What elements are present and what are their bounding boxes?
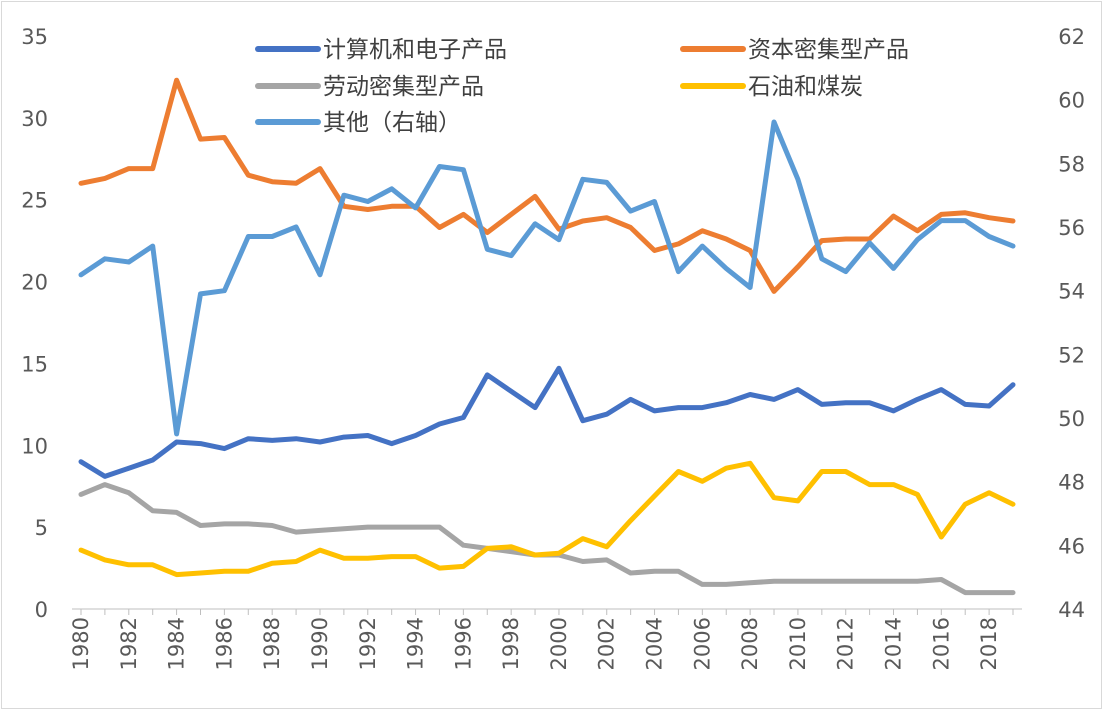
- x-tick-label: 1990: [308, 617, 332, 670]
- legend-item-computers: 计算机和电子产品: [255, 37, 507, 63]
- right-y-axis: 44 46 48 50 52 54 56 58 60 62: [1058, 25, 1085, 622]
- legend-item-oil-coal: 石油和煤炭: [680, 74, 863, 100]
- y-right-tick-label: 52: [1058, 343, 1085, 367]
- x-tick-label: 2012: [834, 617, 858, 670]
- x-tick-label: 2018: [977, 617, 1001, 670]
- x-tick-label: 2016: [929, 617, 953, 670]
- legend-label-oil-coal: 石油和煤炭: [748, 74, 863, 100]
- y-left-tick-label: 15: [21, 352, 48, 376]
- x-tick-label: 2010: [786, 617, 810, 670]
- y-right-tick-label: 62: [1058, 25, 1085, 49]
- y-right-tick-label: 48: [1058, 471, 1085, 495]
- x-axis: 1980 1982 1984 1986 1988 1990 1992 1994 1996 1998…: [69, 608, 1022, 670]
- x-tick-label: 2014: [882, 617, 906, 670]
- y-left-tick-label: 25: [21, 189, 48, 213]
- y-right-tick-label: 50: [1058, 407, 1085, 431]
- x-tick-label: 1988: [260, 617, 284, 670]
- x-tick-label: 2006: [690, 617, 714, 670]
- y-right-tick-label: 46: [1058, 534, 1085, 558]
- legend-label-capital: 资本密集型产品: [748, 37, 909, 63]
- x-tick-label: 1984: [165, 617, 189, 670]
- y-right-tick-label: 56: [1058, 216, 1085, 240]
- legend-label-other: 其他（右轴）: [323, 110, 461, 136]
- legend-item-capital: 资本密集型产品: [680, 37, 909, 63]
- legend-item-labor: 劳动密集型产品: [255, 74, 484, 100]
- y-right-tick-label: 60: [1058, 89, 1085, 113]
- series-line-labor: [78, 482, 1016, 596]
- y-left-tick-label: 30: [21, 107, 48, 131]
- x-tick-label: 1982: [117, 617, 141, 670]
- y-left-tick-label: 10: [21, 434, 48, 458]
- left-y-axis: 0 5 10 15 20 25 30 35: [21, 25, 48, 622]
- x-tick-label: 2008: [738, 617, 762, 670]
- y-left-tick-label: 0: [35, 598, 48, 622]
- x-tick-label: 1996: [451, 617, 475, 670]
- series-line-capital: [78, 77, 1016, 294]
- legend: 计算机和电子产品 资本密集型产品 劳动密集型产品 石油和煤炭 其他（右轴）: [255, 37, 909, 136]
- y-right-tick-label: 54: [1058, 280, 1085, 304]
- legend-item-other: 其他（右轴）: [255, 110, 461, 136]
- y-left-tick-label: 20: [21, 271, 48, 295]
- y-left-tick-label: 5: [35, 516, 48, 540]
- series-line-computers: [78, 365, 1016, 479]
- x-tick-label: 2002: [595, 617, 619, 670]
- series-lines: [78, 77, 1016, 596]
- x-tick-label: 2000: [547, 617, 571, 670]
- x-tick-label: 1992: [356, 617, 380, 670]
- x-tick-label: 2004: [643, 617, 667, 670]
- series-line-oil-coal: [78, 460, 1016, 578]
- y-right-tick-label: 58: [1058, 152, 1085, 176]
- x-tick-label: 1998: [499, 617, 523, 670]
- y-left-tick-label: 35: [21, 25, 48, 49]
- x-tick-label: 1994: [404, 617, 428, 670]
- x-tick-label: 1986: [212, 617, 236, 670]
- legend-label-labor: 劳动密集型产品: [323, 74, 484, 100]
- y-right-tick-label: 44: [1058, 598, 1085, 622]
- series-line-other: [78, 119, 1016, 437]
- x-tick-label: 1980: [69, 617, 93, 670]
- legend-label-computers: 计算机和电子产品: [323, 37, 507, 63]
